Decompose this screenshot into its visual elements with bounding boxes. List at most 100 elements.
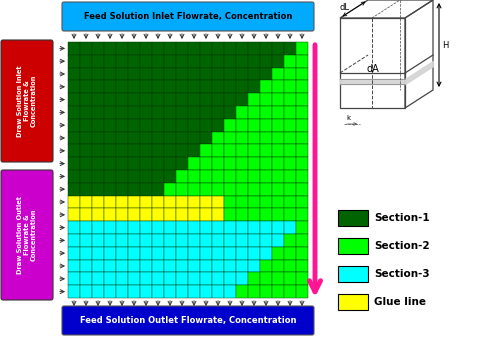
Bar <box>80 273 92 285</box>
Bar <box>176 42 188 55</box>
Bar <box>80 80 92 93</box>
Bar <box>272 157 284 170</box>
Bar <box>164 144 176 157</box>
Bar <box>116 93 128 106</box>
Bar <box>188 42 200 55</box>
Bar <box>116 208 128 221</box>
Bar <box>236 285 248 298</box>
Bar <box>248 234 260 247</box>
Bar <box>296 221 308 234</box>
Bar <box>164 106 176 119</box>
Bar <box>188 285 200 298</box>
Bar <box>284 80 296 93</box>
Bar <box>200 42 212 55</box>
Bar <box>164 42 176 55</box>
Bar <box>272 285 284 298</box>
Bar <box>200 273 212 285</box>
Bar <box>176 93 188 106</box>
Bar <box>272 221 284 234</box>
Bar <box>140 273 152 285</box>
Bar <box>260 183 272 195</box>
Bar <box>128 93 140 106</box>
Bar <box>236 183 248 195</box>
Bar <box>164 183 176 195</box>
Bar <box>176 247 188 260</box>
Bar <box>272 247 284 260</box>
Bar <box>236 55 248 68</box>
Bar <box>152 285 164 298</box>
Bar <box>236 68 248 80</box>
Bar <box>176 260 188 273</box>
Bar <box>272 42 284 55</box>
Bar <box>140 208 152 221</box>
Bar <box>212 234 224 247</box>
Bar <box>212 285 224 298</box>
Bar <box>104 260 116 273</box>
Bar <box>284 208 296 221</box>
Bar <box>68 132 80 144</box>
Bar <box>164 234 176 247</box>
Bar <box>260 195 272 208</box>
Bar <box>260 260 272 273</box>
Bar <box>224 247 236 260</box>
Bar <box>212 183 224 195</box>
Bar <box>236 195 248 208</box>
Bar <box>116 170 128 183</box>
Bar <box>338 294 368 310</box>
Bar <box>128 234 140 247</box>
Bar <box>272 93 284 106</box>
Bar <box>248 55 260 68</box>
Bar <box>188 183 200 195</box>
Bar <box>104 208 116 221</box>
Bar <box>248 208 260 221</box>
Bar <box>200 183 212 195</box>
Bar <box>116 183 128 195</box>
Bar <box>236 106 248 119</box>
Bar <box>164 170 176 183</box>
Bar <box>200 80 212 93</box>
Bar <box>224 132 236 144</box>
Bar <box>104 157 116 170</box>
Bar <box>248 132 260 144</box>
Bar <box>260 221 272 234</box>
Bar <box>236 42 248 55</box>
Bar <box>68 247 80 260</box>
Bar <box>224 221 236 234</box>
Bar <box>152 183 164 195</box>
Bar <box>248 42 260 55</box>
Bar <box>260 285 272 298</box>
Bar <box>92 285 104 298</box>
Bar <box>104 144 116 157</box>
Bar <box>188 93 200 106</box>
Bar <box>296 247 308 260</box>
Bar <box>200 157 212 170</box>
Bar <box>152 106 164 119</box>
Bar <box>236 260 248 273</box>
FancyBboxPatch shape <box>62 306 314 335</box>
Bar <box>212 170 224 183</box>
Bar <box>164 195 176 208</box>
Bar <box>128 273 140 285</box>
Bar <box>236 157 248 170</box>
Bar <box>200 208 212 221</box>
Bar <box>200 170 212 183</box>
Bar <box>260 42 272 55</box>
Bar <box>152 119 164 132</box>
Bar <box>116 221 128 234</box>
Bar <box>284 157 296 170</box>
Bar <box>260 247 272 260</box>
Bar <box>164 273 176 285</box>
Bar <box>284 68 296 80</box>
Bar <box>188 260 200 273</box>
Bar <box>140 195 152 208</box>
Bar <box>80 195 92 208</box>
Bar <box>104 42 116 55</box>
Bar <box>224 93 236 106</box>
Bar <box>116 195 128 208</box>
Bar <box>284 144 296 157</box>
Bar <box>296 42 308 55</box>
Bar <box>224 260 236 273</box>
Bar <box>272 80 284 93</box>
Bar <box>92 170 104 183</box>
Bar <box>116 80 128 93</box>
